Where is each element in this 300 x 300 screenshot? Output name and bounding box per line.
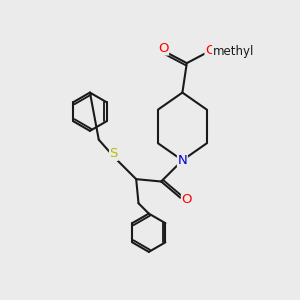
- Text: O: O: [158, 42, 169, 55]
- Text: N: N: [178, 154, 187, 167]
- Text: S: S: [110, 147, 118, 160]
- Text: methyl: methyl: [213, 45, 254, 58]
- Text: O: O: [182, 193, 192, 206]
- Text: O: O: [205, 44, 216, 57]
